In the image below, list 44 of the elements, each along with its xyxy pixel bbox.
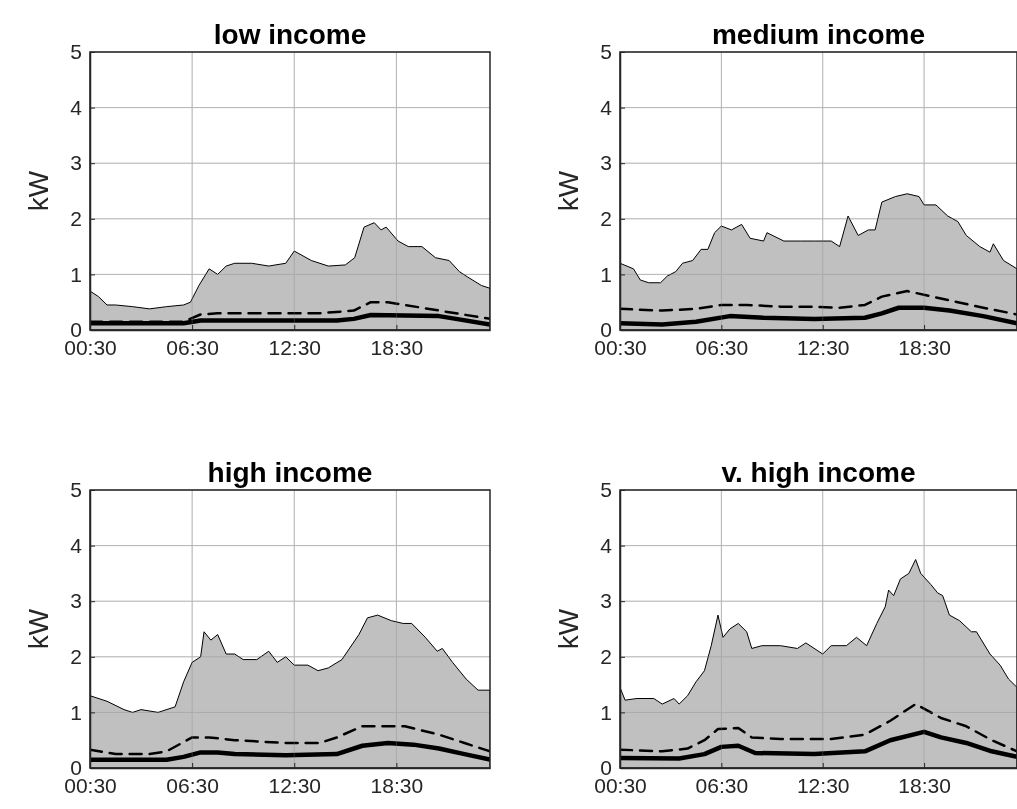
- y-tick-label: 5: [70, 478, 82, 502]
- y-tick-label: 4: [70, 533, 83, 557]
- y-tick-label: 2: [600, 207, 612, 231]
- x-tick-label: 18:30: [898, 773, 951, 797]
- y-tick-label: 1: [600, 700, 612, 724]
- y-tick-label: 4: [70, 95, 83, 119]
- chart-title: medium income: [711, 19, 926, 50]
- y-tick-label: 0: [70, 318, 82, 342]
- chart-title: low income: [213, 19, 367, 50]
- y-tick-label: 2: [70, 645, 82, 669]
- x-tick-label: 12:30: [796, 773, 850, 797]
- y-tick-label: 0: [600, 318, 612, 342]
- y-axis-title: kW: [553, 608, 584, 650]
- x-tick-label: 12:30: [268, 335, 322, 359]
- x-tick-label: 06:30: [695, 335, 749, 359]
- y-tick-label: 4: [600, 95, 613, 119]
- x-tick-label: 12:30: [268, 773, 322, 797]
- y-tick-label: 1: [70, 700, 82, 724]
- y-tick-label: 0: [600, 756, 612, 780]
- y-tick-label: 5: [600, 478, 612, 502]
- y-tick-label: 3: [70, 151, 82, 175]
- y-tick-label: 2: [600, 645, 612, 669]
- x-tick-label: 06:30: [695, 773, 749, 797]
- y-axis-title: kW: [553, 170, 584, 212]
- y-tick-label: 5: [70, 40, 82, 64]
- chart-title: v. high income: [721, 457, 916, 488]
- x-tick-label: 18:30: [370, 335, 424, 359]
- y-axis-title: kW: [23, 608, 54, 650]
- x-tick-label: 06:30: [166, 335, 219, 359]
- x-tick-label: 06:30: [166, 773, 219, 797]
- y-tick-label: 2: [70, 207, 82, 231]
- y-tick-label: 4: [600, 533, 613, 557]
- chart-title: high income: [207, 457, 373, 488]
- y-tick-label: 5: [600, 40, 612, 64]
- x-tick-label: 12:30: [796, 335, 850, 359]
- y-tick-label: 3: [70, 589, 82, 613]
- x-tick-label: 18:30: [898, 335, 951, 359]
- x-tick-label: 18:30: [370, 773, 424, 797]
- y-tick-label: 3: [600, 589, 612, 613]
- y-tick-label: 1: [70, 262, 82, 286]
- y-tick-label: 0: [70, 756, 82, 780]
- y-tick-label: 1: [600, 262, 612, 286]
- y-axis-title: kW: [23, 170, 54, 212]
- y-tick-label: 3: [600, 151, 612, 175]
